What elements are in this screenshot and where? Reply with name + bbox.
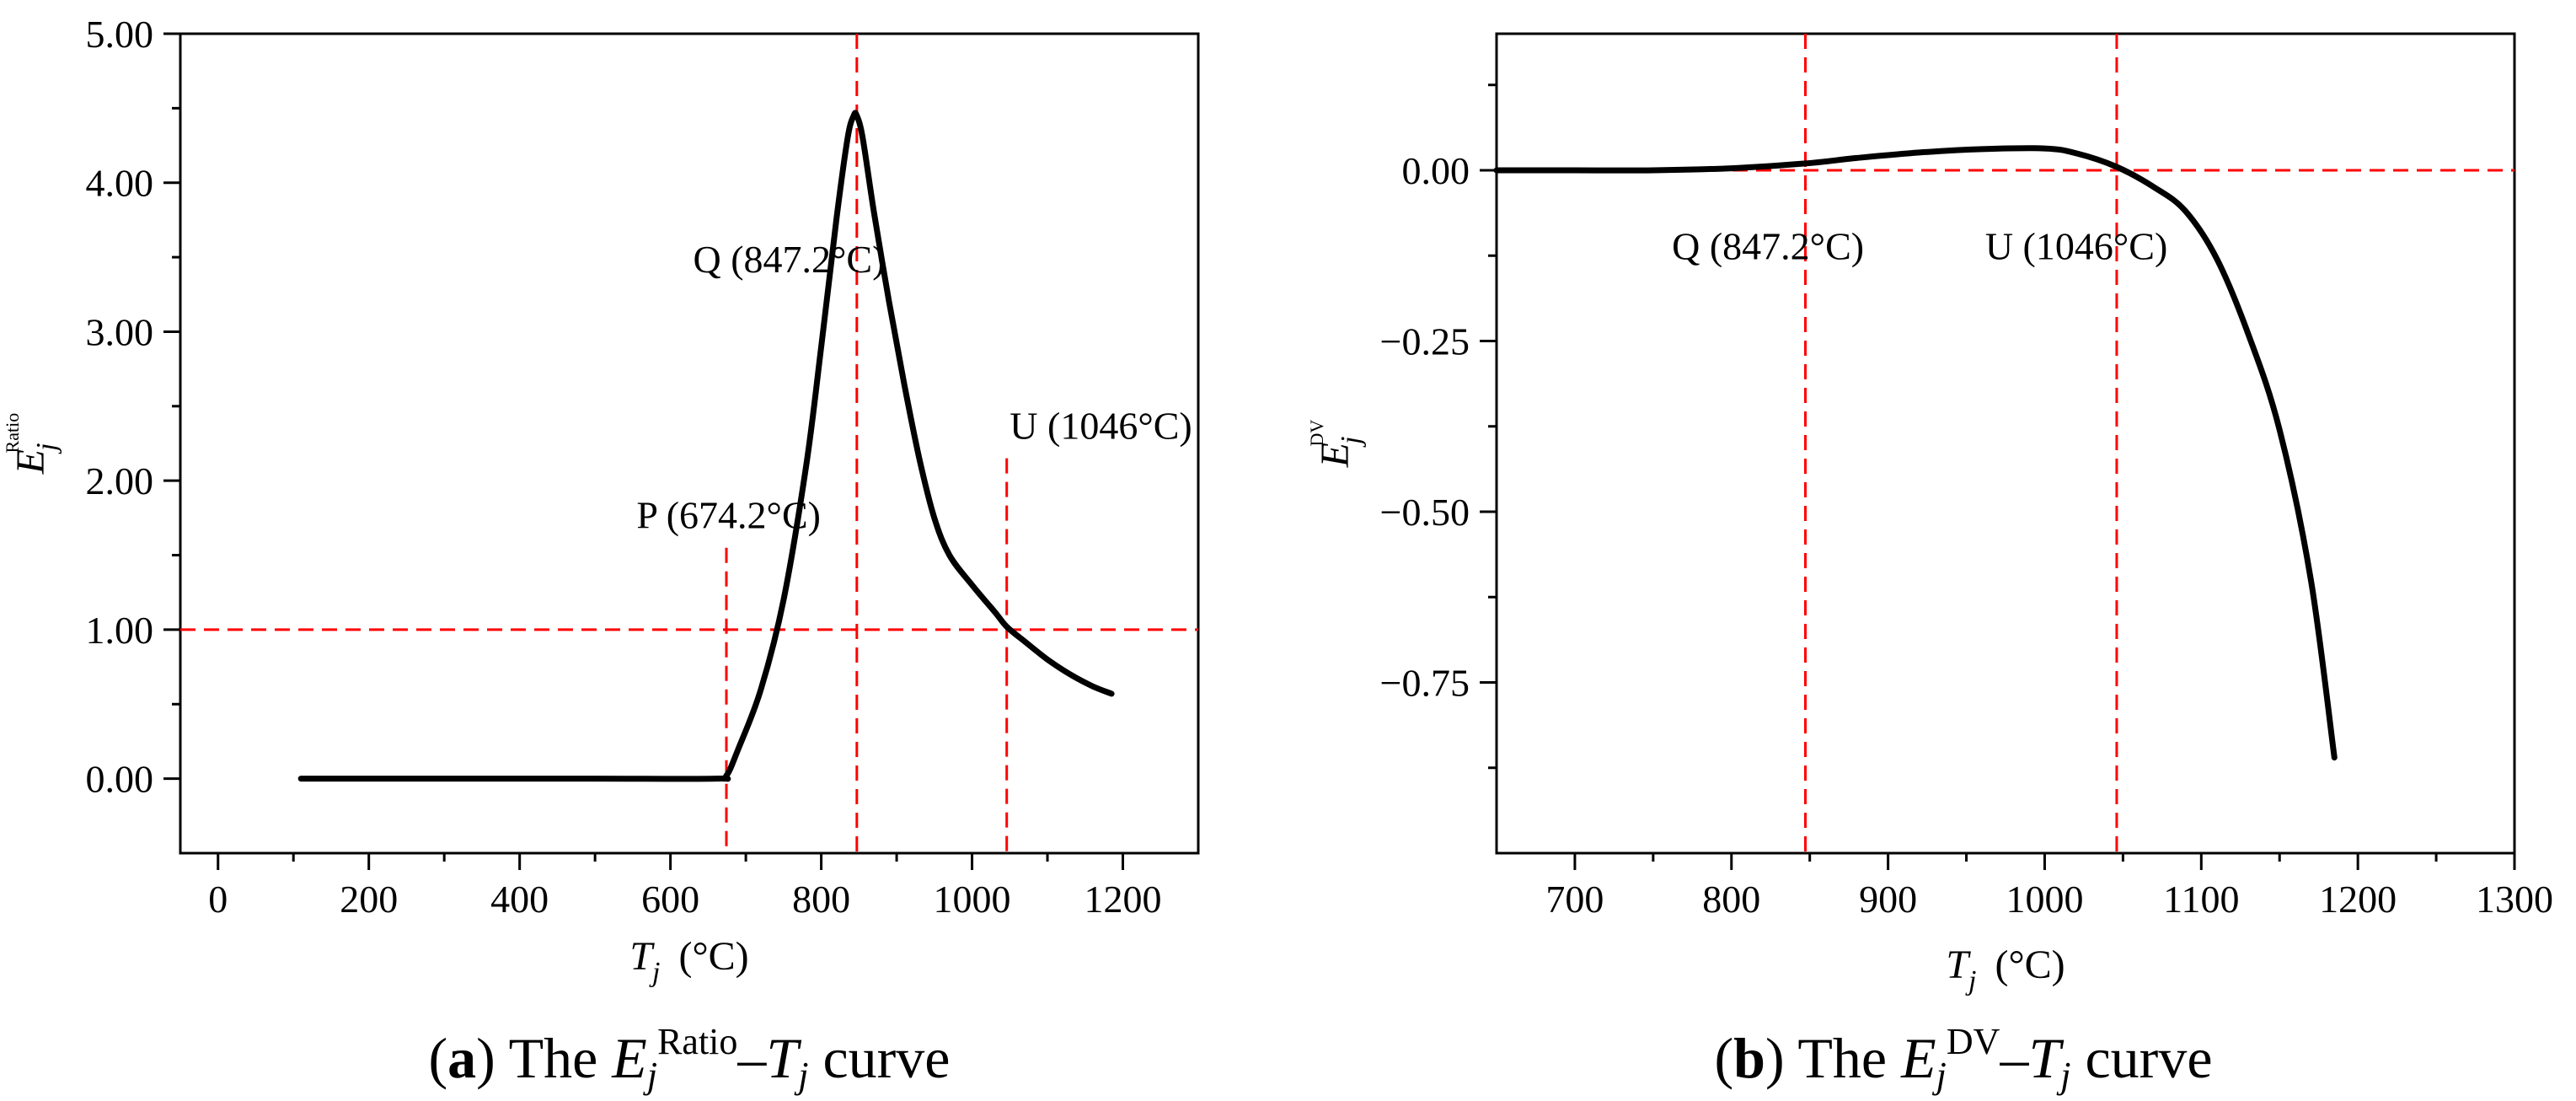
x-axis-title-b: Tj (°C) — [1946, 943, 2065, 996]
x-tick-label-b-5: 1200 — [2319, 878, 2397, 921]
ticks-b: 700 800 900 1000 1100 1200 1300 0.00 −0.25 −0.50 −… — [1380, 83, 2553, 921]
annotation-b-0: Q (847.2°C) — [1672, 224, 1864, 267]
annotations-b: Q (847.2°C) U (1046°C) — [1672, 224, 2167, 267]
x-tick-label-a-1: 200 — [340, 878, 398, 921]
ticks-a: 0 200 400 600 800 1000 1200 0.00 1.00 2.00 3.00 4.0… — [86, 13, 1162, 921]
y-tick-label-a-1: 1.00 — [86, 609, 154, 652]
annotations-a: P (674.2°C) Q (847.2°C) U (1046°C) — [636, 238, 1192, 537]
x-axis-title-a: Tj (°C) — [629, 934, 748, 988]
x-tick-label-a-0: 0 — [208, 878, 228, 921]
series-group-b — [1493, 145, 2338, 761]
annotation-a-2: U (1046°C) — [1010, 405, 1192, 448]
y-tick-label-b-3: −0.75 — [1380, 662, 1470, 705]
y-tick-label-a-3: 3.00 — [86, 310, 154, 353]
y-tick-label-a-0: 0.00 — [86, 758, 154, 801]
x-tick-label-a-5: 1000 — [934, 878, 1011, 921]
series-line-a-0 — [297, 110, 1115, 782]
y-axis-title-a: EjRatio — [2, 413, 62, 475]
x-tick-label-b-6: 1300 — [2476, 878, 2553, 921]
annotation-b-1: U (1046°C) — [1985, 224, 2167, 267]
x-tick-label-b-1: 800 — [1702, 878, 1760, 921]
y-tick-label-a-2: 2.00 — [86, 459, 154, 502]
plot-frame-b — [1495, 32, 2516, 855]
y-tick-label-b-1: −0.25 — [1380, 320, 1470, 363]
x-tick-label-b-4: 1100 — [2163, 878, 2239, 921]
caption-a: (a) The EjRatio–Tj curve — [429, 1021, 951, 1096]
y-tick-label-b-2: −0.50 — [1380, 491, 1470, 534]
annotation-a-0: P (674.2°C) — [636, 494, 821, 537]
x-tick-label-a-6: 1200 — [1084, 878, 1162, 921]
x-tick-label-a-4: 800 — [792, 878, 850, 921]
caption-b: (b) The EjDV–Tj curve — [1714, 1021, 2212, 1096]
x-tick-label-b-2: 900 — [1859, 878, 1917, 921]
panel-a: 0 200 400 600 800 1000 1200 0.00 1.00 2.00 3.00 4.0… — [2, 13, 1200, 1096]
y-tick-label-a-5: 5.00 — [86, 13, 154, 56]
plot-frame-a — [179, 32, 1200, 855]
reference-lines-a — [180, 34, 1198, 853]
x-tick-label-b-0: 700 — [1545, 878, 1604, 921]
series-group-a — [297, 110, 1115, 782]
y-axis-title-b: EjDV — [1306, 420, 1367, 469]
panel-b: 700 800 900 1000 1100 1200 1300 0.00 −0.25 −0.50 −… — [1306, 32, 2553, 1096]
series-line-b-0 — [1493, 145, 2338, 761]
annotation-a-1: Q (847.2°C) — [693, 238, 885, 281]
y-tick-label-b-0: 0.00 — [1402, 149, 1470, 192]
x-tick-label-b-3: 1000 — [2006, 878, 2083, 921]
x-tick-label-a-2: 400 — [490, 878, 549, 921]
x-tick-label-a-3: 600 — [641, 878, 699, 921]
y-tick-label-a-4: 4.00 — [86, 162, 154, 205]
